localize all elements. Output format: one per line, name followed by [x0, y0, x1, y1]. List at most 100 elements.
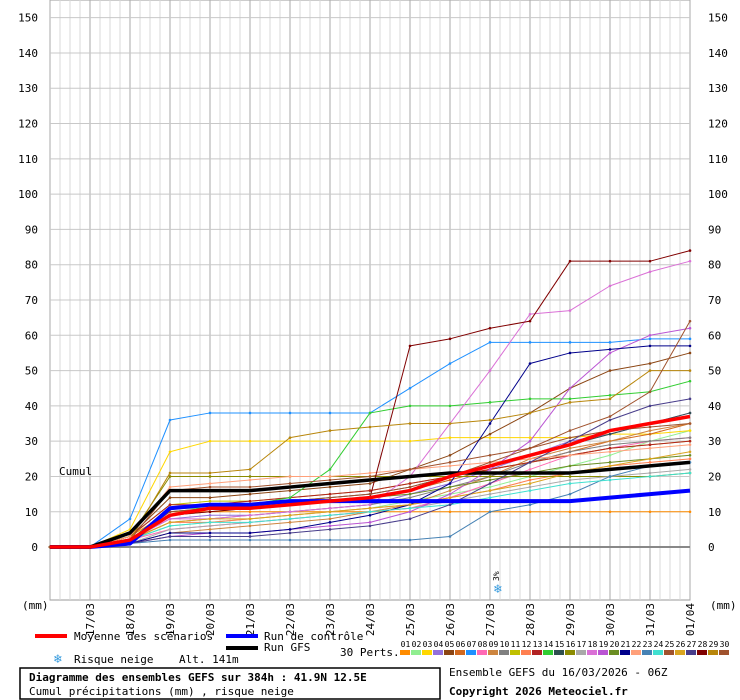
perturbation-21-line-point — [648, 344, 652, 348]
x-axis: 17/03 18/03 19/03 20/03 21/03 22/03 23/03 24/03… — [84, 603, 697, 636]
x-tick-label: 19/03 — [164, 603, 177, 636]
perturbation-27-line-point — [568, 439, 572, 443]
y-tick-label-right: 20 — [708, 470, 721, 483]
x-tick-label: 01/04 — [684, 603, 697, 636]
perturbation-24-line-point — [568, 482, 572, 485]
y-tick-label-right: 150 — [708, 12, 728, 25]
perturbation-26-line-point — [328, 510, 332, 514]
perturbation-19-line-point — [328, 524, 332, 528]
perturbation-09-line-point — [208, 528, 212, 531]
perturbation-18-line-point — [608, 284, 612, 288]
perturbation-27-line-point — [288, 531, 292, 535]
y-tick-label-right: 10 — [708, 506, 721, 519]
perturbation-25-line-point — [448, 461, 452, 464]
y-tick-label-right: 140 — [708, 47, 728, 60]
perturbation-28-line-point — [408, 344, 412, 348]
perturbation-14-line-point — [608, 393, 612, 397]
perturbation-28-line-point — [688, 249, 692, 252]
perturbation-08-line-point — [528, 468, 532, 471]
perturbation-legend-swatch — [444, 650, 454, 655]
perturbation-16-line-point — [568, 475, 572, 478]
grid — [49, 0, 691, 601]
ensemble-info: Ensemble GEFS du 16/03/2026 - 06Z — [449, 666, 668, 679]
perturbation-15-line-point — [688, 411, 692, 415]
perturbation-17-line-point — [208, 524, 212, 528]
perturbation-07-line-point — [408, 386, 412, 390]
y-tick-label-right: 50 — [708, 365, 721, 378]
perturbation-legend-number: 25 — [665, 640, 675, 649]
perturbation-25-line-point — [568, 436, 572, 439]
perturbation-legend-number: 04 — [434, 640, 444, 649]
perturbation-22-line-point — [528, 457, 532, 461]
snowflake-icon: ❄ — [493, 582, 502, 597]
perturbation-27-line-point — [688, 397, 692, 401]
perturbation-01-line-point — [568, 510, 572, 514]
perturbation-legend-swatch — [433, 650, 443, 655]
perturbation-legend-number: 10 — [500, 640, 510, 649]
y-tick-label-left: 40 — [25, 400, 38, 413]
perturbation-15-line-point — [608, 432, 612, 436]
perturbation-legend-swatch — [532, 650, 542, 655]
perturbation-29-line-point — [248, 468, 252, 471]
perturbation-05-line-point — [208, 496, 212, 499]
perturbation-28-line-point — [448, 337, 452, 341]
perturbation-legend-swatch — [554, 650, 564, 655]
perturbation-10-line-point — [688, 436, 692, 439]
perturbation-legend-number: 28 — [698, 640, 708, 649]
y-tick-label-left: 90 — [25, 223, 38, 236]
y-tick-label-right: 30 — [708, 435, 721, 448]
perturbation-03-line-point — [368, 439, 372, 443]
x-tick-label: 24/03 — [364, 603, 377, 636]
perturbation-22-line-point — [608, 450, 612, 454]
perturbation-14-line-point — [288, 496, 292, 499]
perturbation-18-line-point — [528, 312, 532, 316]
perturbation-30-line-point — [408, 485, 412, 489]
perturbation-24-line-point — [328, 513, 332, 517]
perturbation-27-line-point — [368, 524, 372, 528]
perturbation-19-line-point — [408, 510, 412, 514]
legend-snowflake-icon: ❄ — [53, 652, 62, 667]
perturbation-legend-swatch — [686, 650, 696, 655]
perturbation-legend-number: 01 — [401, 640, 411, 649]
perturbation-30-line-point — [568, 429, 572, 432]
y-tick-label-left: 30 — [25, 435, 38, 448]
perturbation-07-line-point — [208, 411, 212, 415]
perturbation-01-line-point — [608, 510, 612, 514]
perturbation-03-line-point — [408, 439, 412, 443]
perturbation-19-line-point — [608, 351, 612, 355]
perturbation-13-line-point — [608, 446, 612, 450]
perturbation-13-line-point — [328, 492, 332, 496]
perturbation-29-line-point — [408, 422, 412, 425]
perturbation-legend-number: 16 — [566, 640, 576, 649]
perturbation-26-line-point — [248, 517, 252, 521]
perturbation-24-line-point — [368, 510, 372, 514]
perturbation-legend-number: 08 — [478, 640, 488, 649]
perturbation-03-line-point — [448, 436, 452, 439]
perturbation-29-line-point — [448, 422, 452, 425]
perturbation-27-line-point — [208, 535, 212, 538]
perturbation-22-line-point — [448, 464, 452, 468]
perturbation-21-line-point — [688, 344, 692, 348]
perturbation-07-line-point — [488, 341, 492, 344]
perturbation-01-line-point — [448, 510, 452, 514]
perturbation-legend-number: 24 — [654, 640, 664, 649]
perturbation-19-line-point — [568, 386, 572, 390]
perturbation-05-line-point — [608, 369, 612, 372]
perturbation-03-line-point — [328, 439, 332, 443]
perturbation-22-line-point — [128, 535, 132, 538]
perturbation-21-line-point — [528, 362, 532, 365]
perturbation-23-line-point — [168, 538, 172, 542]
perturbation-05-line-point — [488, 432, 492, 436]
perturbation-07-line-point — [128, 517, 132, 521]
perturbation-legend-number: 18 — [588, 640, 598, 649]
perturbation-19-line-point — [368, 521, 372, 524]
perturbation-27-line-point — [248, 535, 252, 538]
perturbation-legend-swatch — [697, 650, 707, 655]
perturbation-28-line-point — [528, 319, 532, 323]
perturbation-24-line-point — [408, 506, 412, 510]
y-unit-left: (mm) — [22, 599, 49, 612]
perturbation-24-line-point — [688, 471, 692, 475]
perturbation-24-line-point — [168, 524, 172, 528]
x-tick-label: 18/03 — [124, 603, 137, 636]
perturbation-13-line-point — [688, 439, 692, 443]
